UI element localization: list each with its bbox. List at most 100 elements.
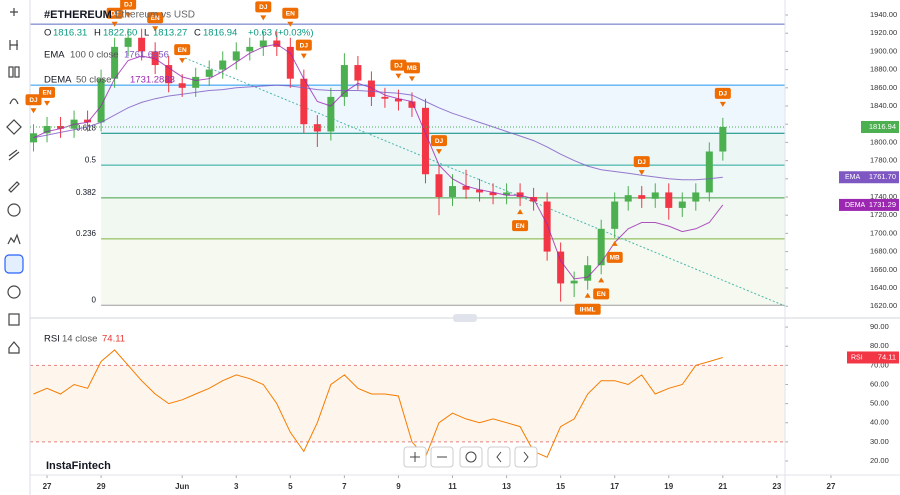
- emoji-tool[interactable]: [7, 203, 21, 217]
- event-badge: [606, 251, 623, 263]
- event-badge: [574, 303, 601, 315]
- event-label: EN: [178, 47, 187, 54]
- bars-tool[interactable]: [8, 66, 14, 78]
- event-arrow: [30, 108, 37, 114]
- event-arrow: [408, 76, 415, 82]
- indicator-badge: [839, 171, 899, 184]
- indicator-params: 50 close: [76, 75, 111, 86]
- event-badge: [255, 1, 272, 13]
- rsi-y-tick-label: 30.00: [870, 437, 889, 446]
- fib-tool[interactable]: [8, 149, 20, 161]
- fib-zone: [101, 238, 785, 306]
- candle-body: [97, 78, 105, 123]
- candle-body: [611, 201, 619, 229]
- pattern-tool[interactable]: [7, 233, 21, 245]
- y-tick-label: 1880.00: [870, 65, 897, 74]
- pane-handle[interactable]: [453, 314, 477, 322]
- candle-body: [597, 228, 605, 266]
- event-badge: [593, 288, 610, 300]
- event-label: IHML: [580, 307, 596, 314]
- shape-tool[interactable]: [6, 119, 22, 135]
- candle-body: [367, 80, 375, 97]
- candle-body: [138, 37, 146, 52]
- candle-body: [313, 124, 321, 132]
- ohlc-label: L: [144, 28, 149, 39]
- event-badge: [282, 7, 299, 19]
- candle-body: [300, 78, 308, 125]
- y-tick-label: 1900.00: [870, 46, 897, 55]
- event-label: DJ: [259, 4, 268, 11]
- event-badge: [403, 62, 420, 74]
- x-tick-label: 17: [610, 482, 619, 491]
- event-label: EN: [286, 10, 295, 17]
- fib-label: 0: [92, 295, 97, 304]
- rsi-y-tick-label: 50.00: [870, 399, 889, 408]
- x-tick-label: 15: [556, 482, 565, 491]
- ohlc-label: O: [44, 28, 51, 39]
- event-arrow: [517, 209, 524, 215]
- home-tool[interactable]: [8, 341, 20, 354]
- indicator-name: EMA: [44, 50, 65, 61]
- candle-body: [408, 101, 416, 108]
- candle-body: [84, 119, 92, 123]
- candle-body: [570, 280, 578, 284]
- event-badge: [25, 94, 42, 106]
- event-badge: [120, 0, 137, 10]
- zoom-controls: [403, 446, 538, 468]
- candle-body: [259, 40, 267, 47]
- left-icon: [496, 451, 502, 463]
- crosshair-tool[interactable]: [10, 8, 18, 16]
- candle-body: [327, 96, 335, 132]
- y-tick-label: 1640.00: [870, 283, 897, 292]
- reset-button[interactable]: [459, 446, 483, 468]
- rsi-band: [30, 365, 785, 442]
- x-tick-label: 27: [827, 482, 836, 491]
- event-label: EN: [597, 291, 606, 298]
- candle-body: [543, 201, 551, 252]
- event-label: EN: [516, 223, 525, 230]
- candle-body: [178, 83, 186, 88]
- candle-body: [584, 265, 592, 281]
- x-tick-label: 29: [97, 482, 106, 491]
- indicator-badge-value: 1731.29: [869, 200, 896, 209]
- indicator-badge-name: EMA: [845, 174, 861, 181]
- event-arrow: [719, 101, 726, 107]
- event-badge: [147, 12, 164, 24]
- y-tick-label: 1940.00: [870, 10, 897, 19]
- brush-tool[interactable]: [8, 181, 20, 193]
- candle-body: [692, 192, 700, 202]
- magnet-tool[interactable]: [4, 254, 24, 274]
- ohlc-label: C: [194, 28, 201, 39]
- scroll-right-button[interactable]: [514, 446, 538, 468]
- candle-body: [705, 151, 713, 193]
- x-tick-label: Jun: [175, 482, 189, 491]
- event-arrow: [260, 15, 267, 21]
- indicator-badge-value: 1761.70: [869, 172, 896, 181]
- ohlc-value: 1822.60: [103, 28, 137, 39]
- event-arrow: [300, 53, 307, 59]
- event-badge: [633, 156, 650, 168]
- scroll-left-button[interactable]: [487, 446, 511, 468]
- brand: InstaFintech: [46, 460, 111, 472]
- event-badge: [390, 59, 407, 71]
- y-tick-label: 1680.00: [870, 247, 897, 256]
- event-badge: [106, 7, 123, 19]
- line-tool[interactable]: [9, 40, 18, 50]
- candle-body: [503, 192, 511, 196]
- rsi-params: 14 close: [62, 334, 97, 345]
- fib-label: 0.618: [76, 123, 97, 132]
- fib-label: 0.236: [76, 229, 97, 238]
- event-arrow: [584, 292, 591, 298]
- eye-tool[interactable]: [7, 285, 21, 299]
- candle-body: [246, 46, 254, 52]
- candle-body: [435, 174, 443, 197]
- event-badge: [39, 86, 56, 98]
- trash-tool[interactable]: [8, 313, 20, 326]
- candle-body: [678, 201, 686, 208]
- y-tick-label: 1840.00: [870, 101, 897, 110]
- indicator-params: 100 0 close: [70, 50, 119, 61]
- ohlc-change: +0.63 (+0.03%): [248, 28, 314, 39]
- fx-tool[interactable]: [9, 98, 19, 105]
- candle-body: [449, 186, 457, 197]
- bars-tool-2[interactable]: [14, 66, 20, 78]
